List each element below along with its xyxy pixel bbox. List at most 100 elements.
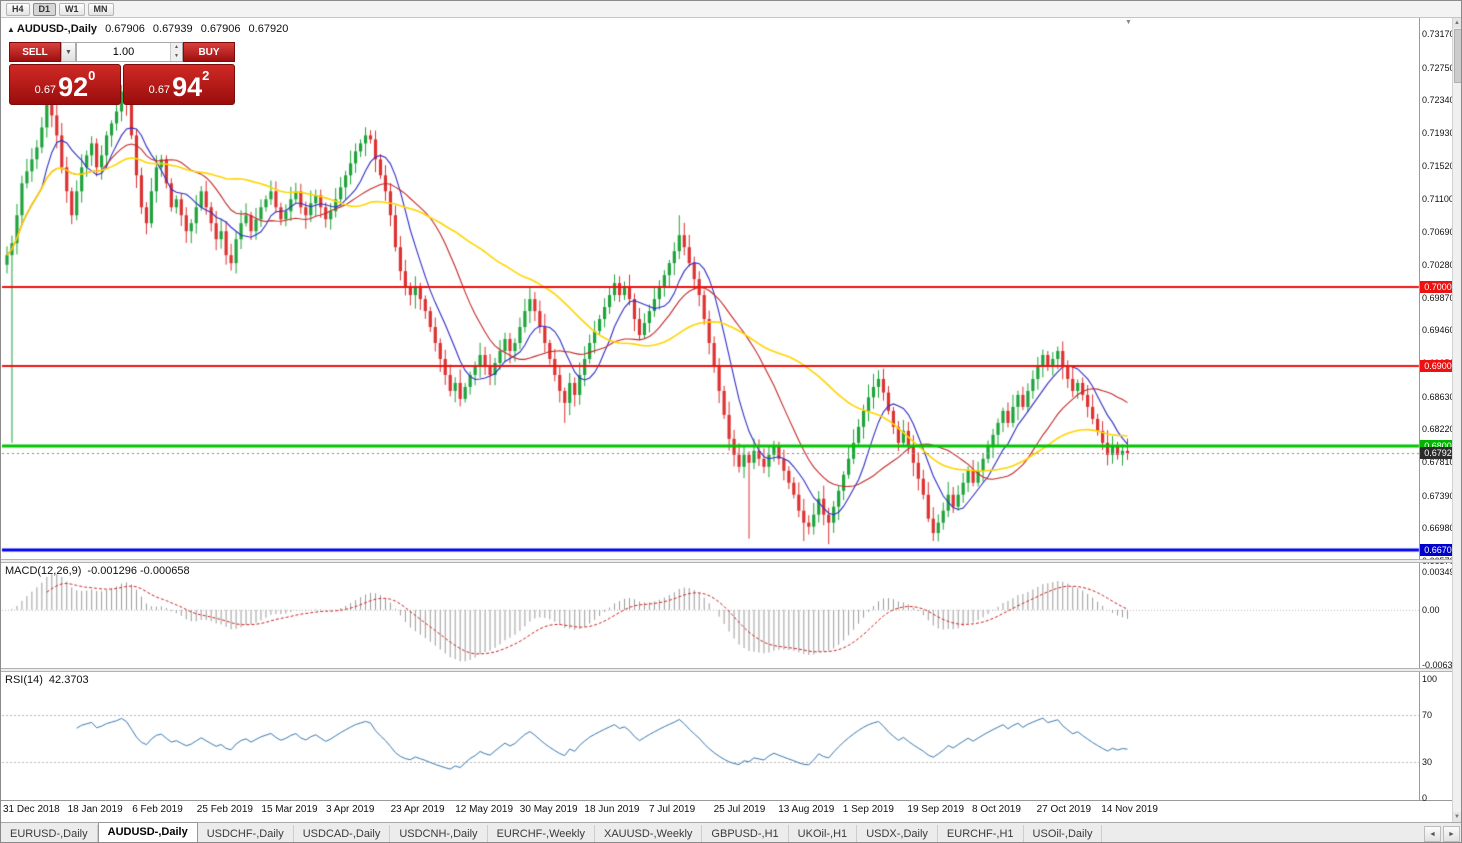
volume-field: ▲ ▼ [76,42,183,62]
buy-price-big: 94 [172,72,203,102]
ohlc-high: 0.67939 [152,23,193,35]
tab-scroll-left-icon[interactable]: ◄ [1424,826,1441,842]
price-axis-label: 0.71930 [1422,128,1455,139]
chart-tab-usoil-daily[interactable]: USOil-,Daily [1024,825,1103,842]
tab-scroll-buttons: ◄ ► [1422,826,1461,842]
macd-indicator-label: MACD(12,26,9) -0.001296 -0.000658 [5,565,190,577]
price-axis-label: 0.71100 [1422,194,1454,205]
rsi-axis-label: 30 [1422,757,1433,768]
buy-price-sup: 2 [202,68,210,83]
price-level-tag: 0.70002 [1420,280,1461,293]
macd-name: MACD(12,26,9) [5,565,82,577]
price-level-tag: 0.69006 [1420,360,1461,373]
price-level-tag: 0.67920 [1420,447,1461,460]
chart-tab-usdx-daily[interactable]: USDX-,Daily [857,825,938,842]
buy-price-panel[interactable]: 0.67 94 2 [123,64,235,105]
scrollbar-thumb[interactable] [1454,29,1461,83]
volume-dropdown-button[interactable]: ▼ [61,42,76,62]
ohlc-open: 0.67906 [105,23,145,35]
panel-splitter[interactable] [1,559,1461,563]
date-axis-label: 31 Dec 2018 [3,804,60,815]
date-axis-label: 3 Apr 2019 [326,804,375,815]
chart-tab-eurusd-daily[interactable]: EURUSD-,Daily [1,825,98,842]
date-axis-label: 23 Apr 2019 [390,804,445,815]
buy-button[interactable]: BUY [183,42,235,62]
price-axis-label: 0.69460 [1422,325,1455,336]
volume-up-button[interactable]: ▲ [170,43,182,52]
rsi-axis-label: 70 [1422,709,1433,720]
chart-tab-gbpusd-h1[interactable]: GBPUSD-,H1 [702,825,789,842]
price-axis-label: 0.67810 [1422,456,1455,467]
date-axis-label: 6 Feb 2019 [132,804,183,815]
price-axis-label: 0.70690 [1422,227,1455,238]
price-axis-label: 0.68220 [1422,424,1455,435]
macd-axis-label: -0.00637 [1422,660,1458,670]
timeframe-h4-button[interactable]: H4 [6,2,30,16]
date-axis-label: 27 Oct 2019 [1036,804,1092,815]
price-axis-label: 0.72340 [1422,95,1455,106]
date-axis-label: 12 May 2019 [455,804,514,815]
price-axis-label: 0.66980 [1422,523,1455,534]
price-axis-label: 0.67390 [1422,490,1455,501]
date-axis-label: 8 Oct 2019 [972,804,1021,815]
date-axis-label: 14 Nov 2019 [1101,804,1158,815]
volume-down-button[interactable]: ▼ [170,52,182,61]
price-axis-label: 0.68630 [1422,391,1455,402]
chart-shift-marker-icon: ▼ [1125,19,1132,26]
price-axis-separator [1419,18,1420,800]
rsi-indicator-label: RSI(14) 42.3703 [5,674,89,686]
symbol-name: AUDUSD-,Daily [16,23,97,35]
price-axis-label: 0.70280 [1422,259,1455,270]
timeframe-d1-button[interactable]: D1 [32,2,57,16]
chart-tab-eurchf-weekly[interactable]: EURCHF-,Weekly [488,825,595,842]
price-axis-label: 0.72750 [1422,62,1455,73]
chart-tab-usdcnh-daily[interactable]: USDCNH-,Daily [390,825,488,842]
sell-price-base: 0.67 [34,84,57,96]
chart-tab-xauusd-weekly[interactable]: XAUUSD-,Weekly [595,825,703,842]
ohlc-close: 0.67920 [248,23,289,35]
price-axis-label: 0.71520 [1422,160,1455,171]
date-axis-label: 13 Aug 2019 [778,804,835,815]
chart-ohlc-label: ▲ AUDUSD-,Daily 0.67906 0.67939 0.67906 0… [7,23,293,35]
macd-axis-label: 0.00349 [1422,567,1455,577]
date-axis-label: 7 Jul 2019 [649,804,696,815]
ohlc-low: 0.67906 [200,23,241,35]
scroll-down-icon[interactable]: ▼ [1453,812,1461,822]
chart-tab-usdchf-daily[interactable]: USDCHF-,Daily [198,825,294,842]
date-axis-label: 18 Jun 2019 [584,804,640,815]
date-axis-separator [1,800,1461,801]
date-axis-label: 25 Feb 2019 [196,804,253,815]
sell-button[interactable]: SELL [9,42,61,62]
rsi-value: 42.3703 [48,674,89,686]
scroll-up-icon[interactable]: ▲ [1453,18,1461,28]
sell-price-sup: 0 [88,68,96,83]
rsi-axis-label: 100 [1422,674,1438,684]
macd-axis-label: 0.00 [1422,604,1440,615]
chart-tab-usdcad-daily[interactable]: USDCAD-,Daily [294,825,391,842]
sell-price-big: 92 [58,72,89,102]
symbol-marker-icon: ▲ [7,25,15,34]
chart-tab-audusd-daily[interactable]: AUDUSD-,Daily [97,822,198,842]
date-axis-label: 18 Jan 2019 [67,804,123,815]
tab-scroll-right-icon[interactable]: ► [1443,826,1460,842]
chart-tab-ukoil-h1[interactable]: UKOil-,H1 [789,825,858,842]
date-axis-label: 25 Jul 2019 [713,804,766,815]
rsi-axis-label: 0 [1422,793,1428,803]
timeframe-mn-button[interactable]: MN [87,2,114,16]
volume-stepper: ▲ ▼ [169,43,182,61]
chevron-down-icon: ▼ [65,48,72,56]
price-axis-label: 0.73170 [1422,29,1455,39]
chart-tab-eurchf-h1[interactable]: EURCHF-,H1 [938,825,1024,842]
price-axis-label: 0.69870 [1422,292,1455,303]
volume-input[interactable] [77,43,170,61]
timeframe-w1-button[interactable]: W1 [59,2,85,16]
buy-price-base: 0.67 [148,84,171,96]
date-axis-label: 15 Mar 2019 [261,804,318,815]
rsi-name: RSI(14) [5,674,43,686]
vertical-scrollbar[interactable]: ▲ ▼ [1452,18,1461,822]
timeframe-toolbar: H4 D1 W1 MN [1,1,1461,18]
date-axis-label: 1 Sep 2019 [842,804,894,815]
panel-splitter[interactable] [1,668,1461,672]
sell-price-panel[interactable]: 0.67 92 0 [9,64,121,105]
